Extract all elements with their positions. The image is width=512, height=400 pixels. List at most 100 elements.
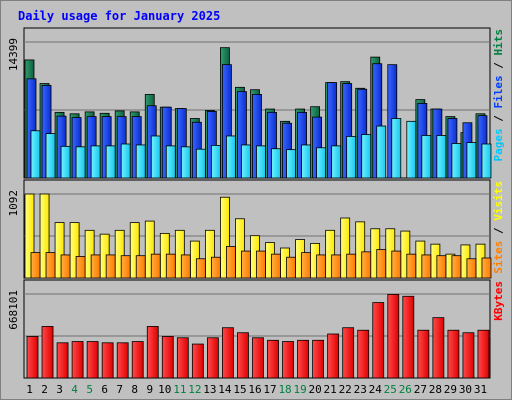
bar-pages-day-12	[195, 148, 206, 179]
bar-kbytes-day-15	[237, 332, 249, 379]
bar-pages-day-6	[105, 145, 116, 179]
bar-visits-day-23	[355, 221, 366, 279]
bar-sites-day-3	[60, 254, 71, 279]
bar-pages-day-1	[30, 130, 41, 179]
day-label-14: 14	[218, 383, 232, 396]
bar-visits-day-1	[24, 193, 35, 279]
day-label-16: 16	[248, 383, 261, 396]
bar-sites-day-20	[316, 254, 327, 279]
bar-pages-day-25	[391, 118, 402, 179]
y-max-label: 1092	[7, 190, 20, 217]
bar-sites-day-14	[226, 246, 236, 279]
bar-pages-day-11	[180, 146, 191, 179]
bar-pages-day-31	[481, 143, 492, 179]
series-label-files: Files	[492, 75, 505, 108]
bar-kbytes-day-16	[252, 337, 264, 379]
bar-kbytes-day-19	[297, 339, 309, 379]
day-label-10: 10	[158, 383, 171, 396]
bar-sites-day-6	[105, 254, 116, 279]
bar-pages-day-21	[331, 145, 342, 179]
bar-kbytes-day-12	[191, 343, 204, 379]
day-label-6: 6	[101, 383, 108, 396]
series-label-visits: Visits	[492, 181, 505, 221]
bar-kbytes-day-30	[462, 332, 475, 379]
bar-kbytes-day-28	[432, 317, 445, 379]
bar-sites-day-25	[391, 250, 402, 279]
day-label-15: 15	[233, 383, 246, 396]
bar-sites-day-10	[165, 253, 176, 279]
bar-pages-day-28	[436, 135, 447, 179]
bar-kbytes-day-10	[161, 336, 174, 379]
series-sites	[30, 246, 492, 279]
bar-sites-day-7	[120, 255, 131, 279]
kbytes_panel: 668101 KBytes	[7, 279, 505, 379]
day-label-25: 25	[384, 383, 397, 396]
series-label-kbytes: KBytes	[492, 281, 505, 321]
bar-pages-day-17	[271, 148, 281, 179]
bar-sites-day-12	[195, 258, 206, 279]
bar-sites-day-11	[180, 254, 191, 279]
bar-pages-day-5	[90, 145, 101, 179]
chart-title: Daily usage for January 2025	[18, 9, 220, 23]
y-max-label: 14399	[7, 38, 20, 71]
day-label-23: 23	[354, 383, 367, 396]
bar-visits-day-14	[220, 196, 230, 279]
bar-sites-day-9	[150, 253, 161, 279]
series-labels: KBytes	[492, 281, 505, 321]
bar-kbytes-day-27	[417, 329, 430, 379]
bar-pages-day-9	[150, 135, 161, 179]
bar-sites-day-1	[30, 252, 41, 279]
bar-sites-day-26	[406, 253, 417, 279]
bar-kbytes-day-7	[116, 342, 129, 379]
bar-kbytes-day-6	[101, 342, 114, 379]
bar-kbytes-day-17	[267, 339, 279, 379]
day-label-22: 22	[339, 383, 352, 396]
bar-kbytes-day-29	[447, 329, 460, 379]
day-label-19: 19	[293, 383, 306, 396]
day-label-8: 8	[131, 383, 138, 396]
bar-visits-day-2	[39, 193, 50, 279]
bar-sites-day-19	[301, 252, 311, 279]
bar-sites-day-17	[271, 253, 281, 279]
bar-kbytes-day-25	[387, 293, 400, 379]
y-max-label: 668101	[7, 290, 20, 330]
bar-sites-day-4	[75, 256, 86, 279]
bar-sites-day-30	[466, 258, 477, 279]
bar-sites-day-2	[45, 252, 56, 279]
bar-kbytes-day-13	[206, 337, 219, 379]
series-label-hits: Hits	[492, 29, 505, 56]
series-label-sites: Sites	[492, 241, 505, 274]
bar-pages-day-29	[451, 143, 462, 179]
bar-pages-day-4	[75, 146, 86, 179]
bar-pages-day-10	[165, 145, 176, 179]
day-label-24: 24	[369, 383, 383, 396]
day-label-11: 11	[173, 383, 186, 396]
label-separator: /	[492, 221, 505, 241]
bar-pages-day-7	[120, 143, 131, 179]
bar-pages-day-15	[241, 144, 251, 179]
day-label-28: 28	[429, 383, 442, 396]
bar-pages-day-20	[316, 147, 327, 179]
bar-pages-day-26	[406, 120, 417, 179]
series-labels: Sites / Visits	[492, 181, 505, 274]
series-kbytes	[26, 293, 490, 379]
hits_panel: 14399 Pages / Files / Hits	[7, 27, 505, 179]
bar-kbytes-day-8	[131, 341, 144, 379]
x-axis-day-labels: 1 2 3 4 5 6 7 8 9 10 11 12 13 14 15 16 17 18 19 20 21 22 23 24 2…	[26, 383, 487, 396]
day-label-21: 21	[324, 383, 337, 396]
bar-pages-day-23	[361, 134, 372, 179]
day-label-30: 30	[459, 383, 472, 396]
bar-kbytes-day-2	[41, 326, 54, 379]
bar-kbytes-day-24	[372, 302, 385, 379]
bar-sites-day-24	[376, 249, 387, 279]
bar-sites-day-29	[451, 255, 462, 279]
bar-pages-day-19	[301, 144, 311, 179]
day-label-20: 20	[309, 383, 322, 396]
bar-pages-day-30	[466, 142, 477, 179]
bar-visits-day-7	[114, 229, 125, 279]
day-label-1: 1	[26, 383, 33, 396]
bar-kbytes-day-5	[86, 341, 99, 379]
bar-kbytes-day-14	[222, 327, 234, 379]
bar-visits-day-21	[325, 229, 336, 279]
